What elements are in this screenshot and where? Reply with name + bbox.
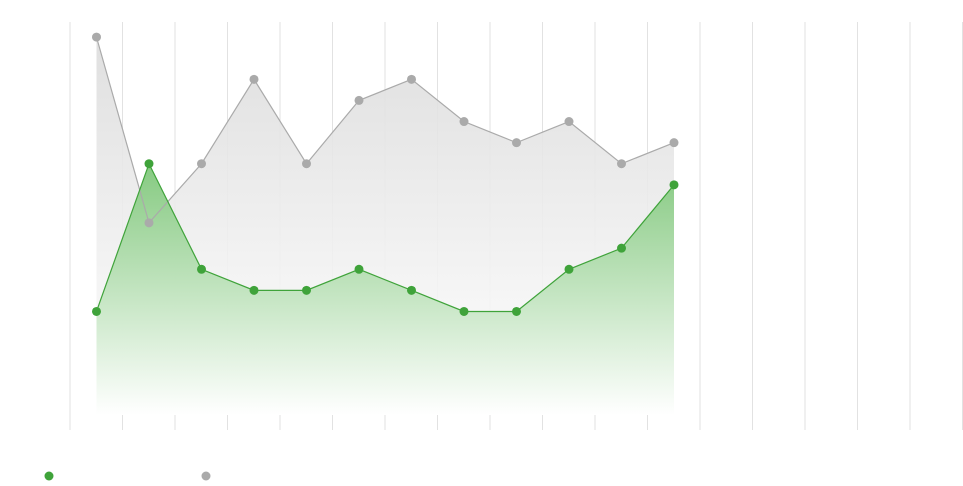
series-1-point — [669, 180, 679, 190]
series-lines — [95, 36, 675, 313]
series-1-point — [92, 306, 101, 316]
series-2-line — [95, 36, 675, 225]
series-1-point — [354, 264, 364, 274]
series-1-point — [407, 285, 416, 295]
series-points — [92, 32, 679, 316]
series-2-point — [564, 117, 574, 127]
series-2-point — [354, 95, 364, 105]
legend — [44, 471, 211, 481]
series-1-point — [302, 285, 311, 295]
series-1-point — [564, 264, 574, 274]
series-areas — [96, 37, 674, 416]
series-1-area — [96, 163, 674, 415]
series-2-point — [144, 218, 154, 228]
series-2-point — [249, 74, 259, 84]
series-1-point — [459, 306, 469, 316]
series-1-point — [144, 159, 154, 169]
legend-marker-series-2 — [201, 471, 211, 481]
series-1-point — [512, 306, 521, 316]
series-2-point — [669, 138, 679, 148]
series-2-point — [302, 159, 311, 169]
series-2-point — [197, 159, 206, 169]
legend-marker-series-1 — [44, 471, 54, 481]
series-2-point — [459, 117, 469, 127]
series-1-line — [95, 162, 675, 313]
series-2-point — [512, 138, 521, 148]
series-2-point — [407, 74, 416, 84]
series-1-point — [249, 285, 259, 295]
series-1-point — [197, 264, 206, 274]
series-1-point — [617, 243, 626, 253]
series-2-point — [92, 32, 101, 42]
series-2-point — [617, 159, 626, 169]
